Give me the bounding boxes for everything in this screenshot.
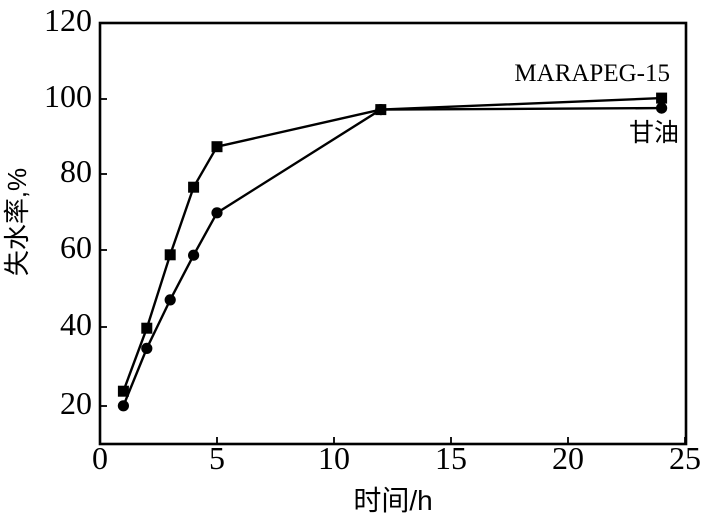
- svg-text:120: 120: [44, 2, 92, 38]
- svg-text:20: 20: [552, 440, 584, 476]
- svg-text:5: 5: [209, 440, 225, 476]
- svg-text:甘油: 甘油: [629, 119, 679, 147]
- svg-text:20: 20: [60, 385, 92, 421]
- svg-text:100: 100: [44, 78, 92, 114]
- svg-text:0: 0: [92, 440, 108, 476]
- svg-text:15: 15: [435, 440, 467, 476]
- svg-text:40: 40: [60, 306, 92, 342]
- svg-text:60: 60: [60, 229, 92, 265]
- svg-text:80: 80: [60, 153, 92, 189]
- svg-text:时间/h: 时间/h: [353, 485, 432, 516]
- svg-text:MARAPEG-15: MARAPEG-15: [514, 60, 670, 87]
- svg-text:10: 10: [318, 440, 350, 476]
- svg-text:失水率,%: 失水率,%: [2, 168, 32, 276]
- svg-text:25: 25: [669, 440, 701, 476]
